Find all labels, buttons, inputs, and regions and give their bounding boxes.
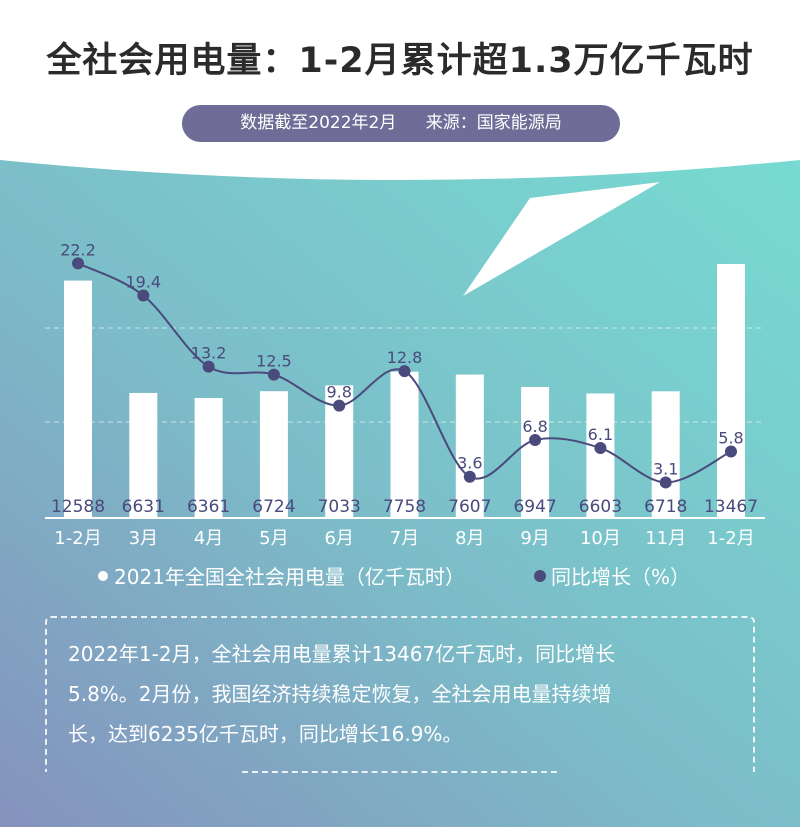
growth-value-label: 6.8 [522,417,547,436]
x-tick-label: 11月 [645,528,686,549]
bar [455,374,484,518]
page-title: 全社会用电量：1-2月累计超1.3万亿千瓦时 [46,41,754,81]
growth-point [202,360,215,373]
growth-value-label: 3.1 [653,459,678,478]
growth-value-label: 12.5 [256,352,292,371]
bar [259,391,288,518]
growth-point [725,445,737,458]
source-pill: 数据截至2022年2月 来源：国家能源局 [182,105,620,142]
growth-point [137,289,150,302]
bar-value-label: 6724 [252,497,295,517]
data-source: 来源：国家能源局 [425,113,562,133]
legend-bar-label: 2021年全国全社会用电量（亿千瓦时） [114,565,465,589]
note-text: 2022年1-2月，全社会用电量累计13467亿千瓦时，同比增长 5.8%。2月… [68,634,738,754]
bar-value-label: 7758 [383,497,426,517]
growth-value-label: 22.2 [60,240,96,259]
speech-bubble-tail [463,182,660,296]
x-tick-label: 1-2月 [54,528,101,549]
x-tick-label: 4月 [194,528,223,549]
x-tick-label: 9月 [520,528,549,549]
note-box [45,616,755,772]
legend-line-marker [534,570,546,582]
growth-value-label: 12.8 [387,348,423,367]
chart: 12588 1-2月 22.2 6631 3月 19.4 6361 4月 13.2 6724 5月 1… [50,240,759,589]
bar-value-label: 6603 [579,497,622,517]
bar-value-label: 7607 [448,497,491,517]
growth-point [72,257,84,270]
x-tick-label: 1-2月 [707,528,754,549]
growth-value-label: 9.8 [326,383,351,402]
bar [390,371,419,518]
bar [651,391,680,518]
x-tick-label: 8月 [455,528,484,549]
bar-value-label: 6718 [644,497,687,517]
x-tick-label: 5月 [259,528,288,549]
x-tick-label: 6月 [324,528,353,549]
data-date: 数据截至2022年2月 [240,113,397,133]
legend-bar-marker [98,571,108,581]
growth-point [333,399,346,412]
growth-point [594,442,607,455]
bar-value-label: 7033 [318,497,361,517]
bar-value-label: 6361 [187,497,230,517]
growth-point [398,365,411,378]
x-tick-label: 3月 [129,528,158,549]
legend: 2021年全国全社会用电量（亿千瓦时） 同比增长（%） [98,565,690,589]
bar [194,398,223,518]
bar-value-label: 13467 [704,497,758,517]
growth-point [529,434,542,447]
bar [717,264,745,518]
x-tick-label: 10月 [580,528,621,549]
bar [129,392,158,518]
note-line: 5.8%。2月份，我国经济持续稳定恢复，全社会用电量持续增 [68,682,612,706]
growth-value-label: 6.1 [588,425,613,444]
growth-point [659,476,672,489]
bar-value-label: 12588 [51,497,105,517]
legend-line-label: 同比增长（%） [551,565,690,589]
bar [64,280,92,518]
x-tick-label: 7月 [390,528,419,549]
growth-value-label: 5.8 [718,428,743,447]
growth-point [463,470,476,483]
growth-value-label: 3.6 [457,454,482,473]
bar [586,393,615,518]
bar-value-label: 6947 [513,497,556,517]
note-box-bottom [242,771,557,773]
growth-point [267,368,280,381]
growth-value-label: 13.2 [191,344,227,363]
bar-value-label: 6631 [122,497,165,517]
bar [521,386,550,518]
growth-value-label: 19.4 [125,272,161,291]
note-line: 2022年1-2月，全社会用电量累计13467亿千瓦时，同比增长 [68,642,616,666]
note-line: 长，达到6235亿千瓦时，同比增长16.9%。 [68,722,463,746]
